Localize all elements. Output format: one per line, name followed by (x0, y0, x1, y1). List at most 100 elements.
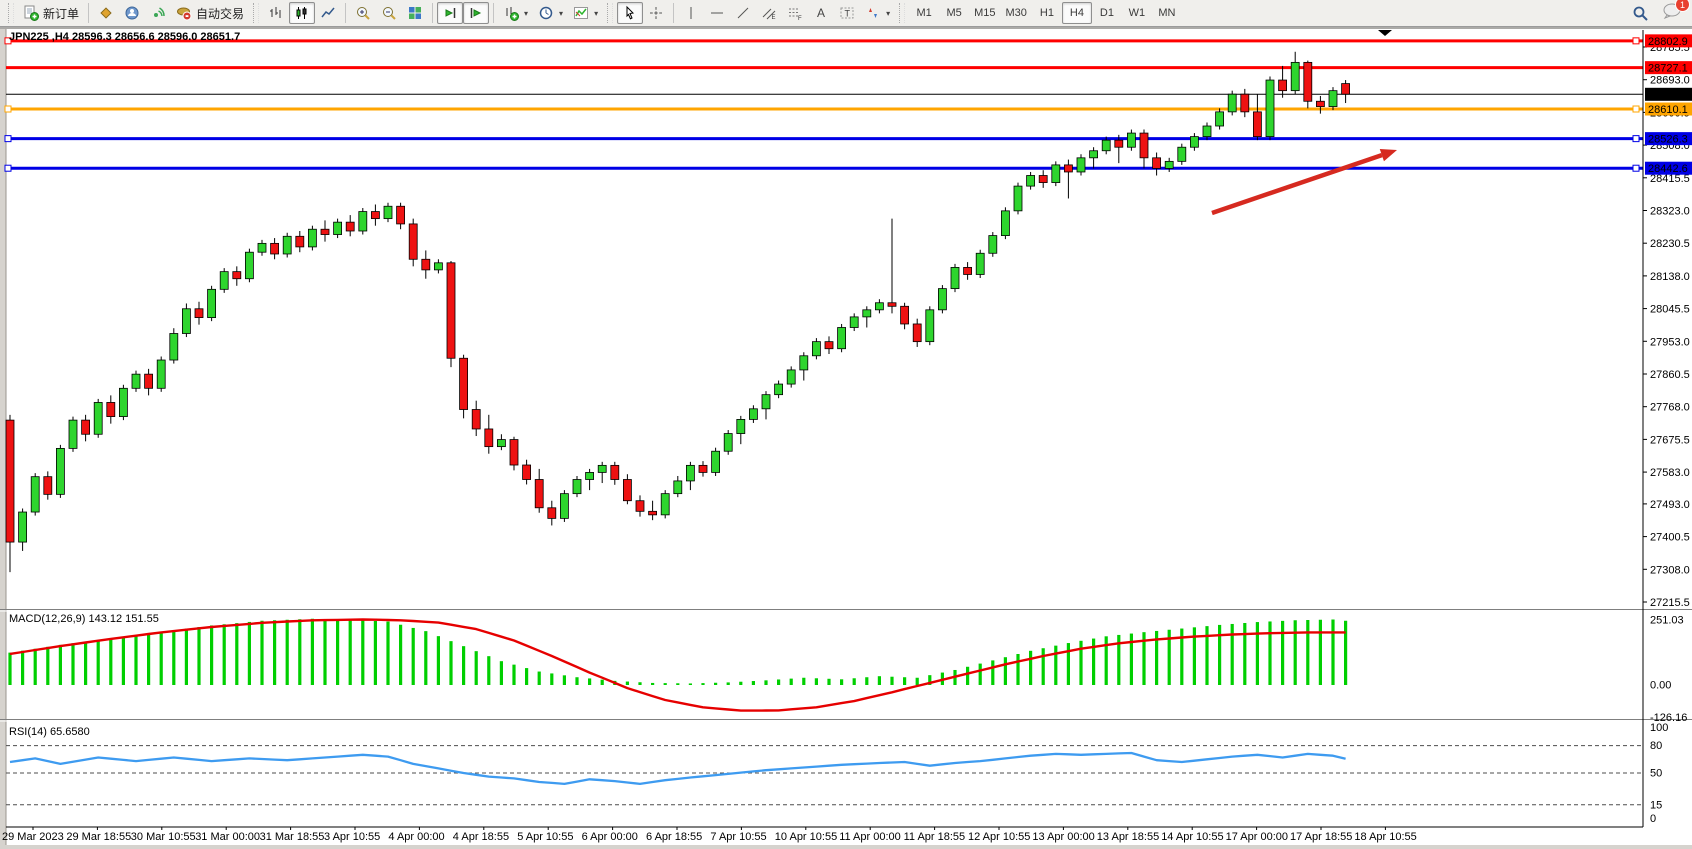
price-badge-label: 28802.9 (1648, 36, 1688, 48)
candle-body (887, 302, 897, 307)
chart-background[interactable] (6, 29, 1692, 845)
candle-body (597, 464, 607, 473)
tf-button-M30[interactable]: M30 (1001, 2, 1032, 24)
candle-body (963, 267, 972, 275)
text-button[interactable]: A (808, 2, 834, 24)
tf-button-M15[interactable]: M15 (969, 2, 1000, 24)
candle-body (244, 251, 254, 280)
horizontal-line-button[interactable] (704, 2, 730, 24)
hline-handle[interactable] (4, 135, 12, 143)
indicators-button[interactable]: ▾ (568, 2, 603, 24)
tf-button-D1[interactable]: D1 (1092, 2, 1122, 24)
chart-shift-button[interactable] (463, 2, 490, 24)
tf-button-H4[interactable]: H4 (1061, 2, 1092, 24)
candle-body (1152, 157, 1161, 169)
rsi-scale-label: 100 (1650, 722, 1668, 734)
new-chart-button[interactable]: ▾ (498, 2, 533, 24)
time-axis-label: 3 Apr 10:55 (324, 831, 380, 843)
search-button[interactable] (1627, 2, 1654, 24)
candle-body (723, 433, 733, 452)
tile-windows-button[interactable] (402, 2, 428, 24)
hline-handle[interactable] (4, 37, 12, 45)
candlestick-chart-button[interactable] (289, 2, 316, 24)
tf-button-H1[interactable]: H1 (1032, 2, 1062, 24)
candle-body (534, 479, 544, 509)
candle-body (711, 450, 720, 473)
down-triangle-marker[interactable] (1378, 30, 1392, 36)
toolbar-right-group: 1 (1627, 0, 1690, 24)
line-chart-button[interactable] (315, 2, 341, 24)
profiles-clock-button[interactable]: ▾ (533, 2, 568, 24)
hline-handle[interactable] (4, 164, 12, 172)
zoom-in-button[interactable] (350, 2, 376, 24)
candle-body (169, 333, 179, 361)
trend-arrow-head[interactable] (1379, 149, 1397, 162)
tf-button-M1[interactable]: M1 (909, 2, 939, 24)
candle-body (421, 258, 431, 271)
candle-body (660, 493, 670, 516)
quotes-button[interactable] (93, 2, 119, 24)
candle-body (900, 305, 909, 325)
toolbar-grip (253, 3, 260, 23)
hline-handle[interactable] (1632, 37, 1640, 45)
trendline-button[interactable] (730, 2, 756, 24)
tf-button-M5[interactable]: M5 (939, 2, 969, 24)
candle-body (1013, 185, 1023, 212)
hline-handle[interactable] (4, 105, 12, 113)
candlestick-chart-icon (296, 7, 307, 19)
candle-body (560, 493, 569, 519)
candle-body (396, 205, 406, 225)
toolbar-grip (607, 3, 614, 23)
arrows-button[interactable]: ▾ (860, 2, 895, 24)
auto-scroll-button[interactable] (437, 2, 464, 24)
text-label-button[interactable]: T (834, 2, 860, 24)
price-tick-label: 28693.0 (1650, 75, 1690, 87)
new-order-button[interactable]: 新订单 (18, 2, 84, 24)
fibonacci-button[interactable]: F (782, 2, 808, 24)
candle-body (1164, 160, 1174, 169)
candle-body (522, 464, 531, 480)
candle-body (547, 507, 557, 519)
price-badge (1645, 102, 1692, 116)
tf-button-W1[interactable]: W1 (1122, 2, 1152, 24)
macd-label: MACD(12,26,9) 143.12 151.55 (9, 613, 159, 625)
equidistant-channel-button[interactable]: E (756, 2, 782, 24)
time-axis-label: 5 Apr 10:55 (517, 831, 573, 843)
vertical-line-button[interactable] (678, 2, 704, 24)
candle-body (1114, 139, 1124, 148)
cursor-button[interactable] (617, 2, 644, 24)
candle-body (408, 223, 418, 260)
hline-handle[interactable] (1632, 105, 1640, 113)
trend-arrow[interactable] (1211, 153, 1383, 216)
price-badge-label: 28727.1 (1648, 63, 1688, 75)
toolbar-separator (432, 3, 434, 23)
autotrading-button[interactable]: 自动交易 (171, 2, 249, 24)
text-label-icon: T (840, 7, 854, 19)
candle-body (56, 447, 65, 495)
toolbar: 新订单 自动交易 (0, 0, 1692, 27)
zoom-out-button[interactable] (376, 2, 402, 24)
candle-body (875, 302, 884, 311)
time-axis-label: 31 Mar 00:00 (195, 831, 260, 843)
crosshair-button[interactable] (643, 2, 669, 24)
community-button[interactable] (119, 2, 145, 24)
chevron-down-icon: ▾ (886, 8, 891, 18)
candle-body (862, 309, 872, 318)
signals-button[interactable] (145, 2, 171, 24)
autotrading-icon (177, 7, 192, 21)
price-badge (1645, 161, 1692, 175)
hline-handle[interactable] (1632, 164, 1640, 172)
chat-button[interactable]: 1 (1662, 0, 1690, 24)
candle-body (81, 419, 90, 435)
price-tick-label: 27675.5 (1650, 434, 1690, 446)
candle-body (433, 262, 443, 271)
autotrading-label: 自动交易 (196, 6, 245, 21)
candle-body (1253, 111, 1262, 138)
hline-handle[interactable] (1632, 135, 1640, 143)
svg-text:T: T (845, 9, 851, 19)
time-axis-label: 4 Apr 18:55 (453, 831, 509, 843)
tf-button-MN[interactable]: MN (1152, 2, 1182, 24)
bar-chart-button[interactable] (263, 2, 289, 24)
candle-body (837, 327, 846, 350)
